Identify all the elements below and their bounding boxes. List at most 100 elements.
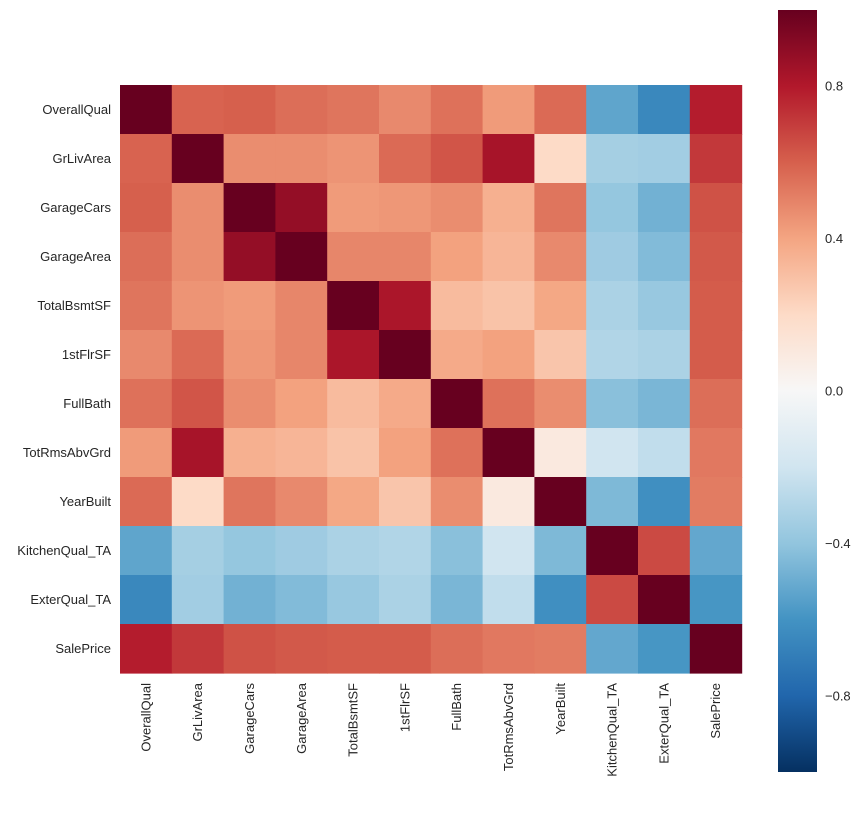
heatmap-cell [638, 85, 691, 135]
heatmap-cell [430, 428, 484, 478]
heatmap-cell [379, 85, 432, 135]
heatmap-cell [171, 477, 225, 527]
heatmap-cell [430, 85, 484, 135]
heatmap-cell [482, 134, 535, 184]
heatmap-cell [430, 477, 484, 527]
column-label: OverallQual [138, 683, 153, 752]
heatmap-cell [223, 232, 276, 282]
heatmap-cell [120, 232, 173, 282]
column-label: YearBuilt [553, 683, 568, 735]
heatmap-cell [638, 330, 691, 380]
heatmap-cell [275, 330, 328, 380]
heatmap-cell [586, 183, 639, 233]
heatmap-cell [275, 379, 328, 429]
heatmap-cell [327, 330, 380, 380]
heatmap-cell [534, 85, 587, 135]
heatmap-cell [275, 428, 328, 478]
heatmap-cell [430, 624, 484, 674]
column-label: FullBath [449, 683, 464, 731]
heatmap-cell [638, 134, 691, 184]
heatmap-cell [223, 134, 276, 184]
heatmap-cell [482, 330, 535, 380]
heatmap-cell [223, 477, 276, 527]
heatmap-cell [275, 85, 328, 135]
heatmap-cell [275, 134, 328, 184]
heatmap-cell [379, 575, 432, 625]
colorbar-tick-label: 0.4 [825, 231, 843, 246]
heatmap-cell [638, 379, 691, 429]
heatmap-cell [638, 232, 691, 282]
heatmap-cell [223, 575, 276, 625]
heatmap-cell [534, 477, 587, 527]
heatmap-cell [120, 281, 173, 331]
colorbar-tick-label: −0.4 [825, 536, 851, 551]
heatmap-cell [171, 575, 225, 625]
heatmap-cell [379, 526, 432, 576]
heatmap-cell [223, 281, 276, 331]
colorbar-tick-label: 0.8 [825, 79, 843, 94]
heatmap-cell [379, 183, 432, 233]
heatmap-cell [534, 379, 587, 429]
row-label: GrLivArea [52, 151, 111, 166]
heatmap-cell [275, 183, 328, 233]
heatmap-cell [327, 477, 380, 527]
colorbar-gradient [778, 10, 817, 772]
colorbar-ticks: 0.8 0.4 0.0 −0.4 −0.8 [825, 79, 851, 704]
row-label: TotRmsAbvGrd [23, 445, 111, 460]
heatmap-cell [327, 134, 380, 184]
heatmap-cell [482, 624, 535, 674]
column-label: SalePrice [708, 683, 723, 739]
column-label: GrLivArea [190, 682, 205, 741]
heatmap-cell [430, 134, 484, 184]
heatmap-cell [689, 526, 743, 576]
heatmap-cell [430, 575, 484, 625]
heatmap-cell [120, 85, 173, 135]
heatmap-cell [327, 428, 380, 478]
heatmap-cell [171, 428, 225, 478]
heatmap-cell [638, 624, 691, 674]
heatmap-cell [275, 232, 328, 282]
heatmap-cell [586, 232, 639, 282]
heatmap-cell [482, 85, 535, 135]
row-labels: OverallQual GrLivArea GarageCars GarageArea… [17, 102, 111, 656]
heatmap-cell [171, 281, 225, 331]
heatmap-cell [586, 428, 639, 478]
heatmap-cell [223, 330, 276, 380]
colorbar-tick-label: −0.8 [825, 688, 851, 703]
heatmap-cell [638, 477, 691, 527]
heatmap-cell [586, 624, 639, 674]
colorbar-tick-label: 0.0 [825, 384, 843, 399]
heatmap-cell [275, 281, 328, 331]
heatmap-cell [223, 183, 276, 233]
heatmap-cell [638, 428, 691, 478]
heatmap-cell [482, 477, 535, 527]
heatmap-cell [482, 428, 535, 478]
heatmap-cell [689, 379, 743, 429]
heatmap-cell [379, 428, 432, 478]
heatmap-cell [120, 477, 173, 527]
heatmap-cell [534, 183, 587, 233]
heatmap-cell [534, 428, 587, 478]
heatmap-cell [689, 428, 743, 478]
heatmap-cell [482, 232, 535, 282]
heatmap-cell [689, 624, 743, 674]
heatmap-cell [430, 379, 484, 429]
column-label: TotalBsmtSF [346, 683, 361, 757]
heatmap-cell [120, 183, 173, 233]
heatmap-cell [223, 624, 276, 674]
heatmap-cell [223, 379, 276, 429]
heatmap-cell [275, 477, 328, 527]
column-label: GarageCars [242, 683, 257, 754]
heatmap-cell [120, 379, 173, 429]
heatmap-cell [223, 526, 276, 576]
heatmap-cell [534, 330, 587, 380]
heatmap-cell [586, 134, 639, 184]
heatmap-cell [327, 232, 380, 282]
heatmap-cell [327, 624, 380, 674]
heatmap-cell [586, 575, 639, 625]
heatmap-cell [120, 428, 173, 478]
column-labels: OverallQual GrLivArea GarageCars GarageArea… [138, 682, 723, 776]
heatmap-cell [327, 85, 380, 135]
heatmap-cell [379, 134, 432, 184]
